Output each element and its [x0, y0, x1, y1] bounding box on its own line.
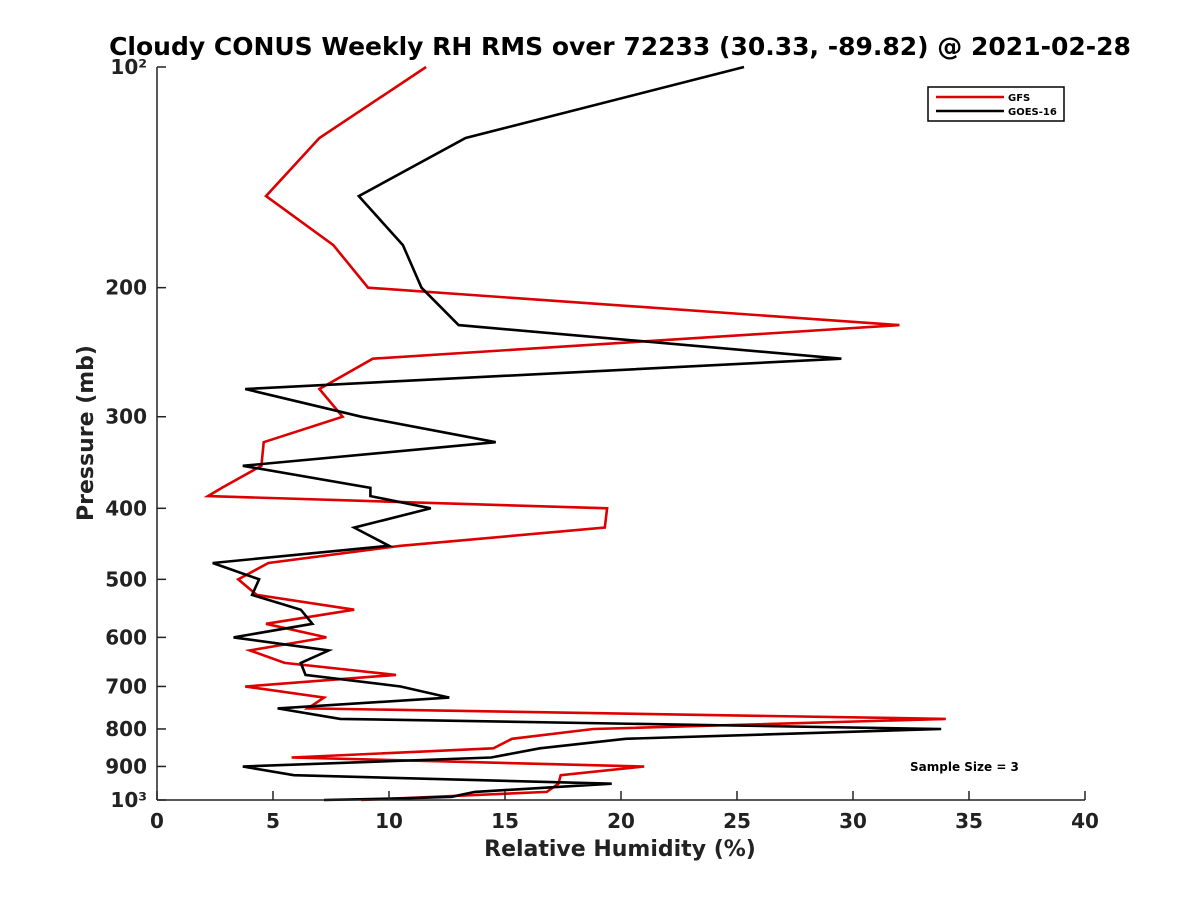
y-tick-label: 200 [105, 276, 147, 300]
legend-box [927, 86, 1065, 122]
y-tick-label: 700 [105, 674, 147, 698]
x-tick-label: 0 [150, 809, 164, 833]
x-tick-label: 35 [955, 809, 983, 833]
x-tick-label: 15 [491, 809, 519, 833]
x-tick-label: 30 [839, 809, 867, 833]
legend-label-goes16: GOES-16 [1008, 107, 1057, 118]
series-layer [203, 65, 946, 802]
y-tick-label: 900 [105, 754, 147, 778]
y-tick-label: 10² [110, 55, 147, 79]
y-tick-label: 10³ [110, 788, 147, 812]
x-tick-label: 5 [266, 809, 280, 833]
y-tick-label: 600 [105, 625, 147, 649]
series-line-gfs [203, 65, 946, 802]
x-tick-label: 25 [723, 809, 751, 833]
y-tick-label: 800 [105, 717, 147, 741]
series-line-goes16 [212, 65, 942, 802]
x-tick-label: 40 [1071, 809, 1099, 833]
axes-layer: 0 5 10 15 20 25 30 35 40 10² 200 300 400 500 600 700 800… [105, 55, 1099, 833]
x-axis-label: Relative Humidity (%) [484, 837, 756, 862]
y-tick-label: 500 [105, 567, 147, 591]
legend: GFS GOES-16 [927, 86, 1065, 122]
y-tick-label: 300 [105, 405, 147, 429]
legend-label-gfs: GFS [1008, 93, 1030, 104]
x-tick-label: 10 [375, 809, 403, 833]
sample-size-annotation: Sample Size = 3 [910, 760, 1019, 774]
y-axis-label: Pressure (mb) [74, 345, 99, 521]
y-tick-label: 400 [105, 496, 147, 520]
chart-title: Cloudy CONUS Weekly RH RMS over 72233 (3… [109, 32, 1131, 61]
x-tick-label: 20 [607, 809, 635, 833]
